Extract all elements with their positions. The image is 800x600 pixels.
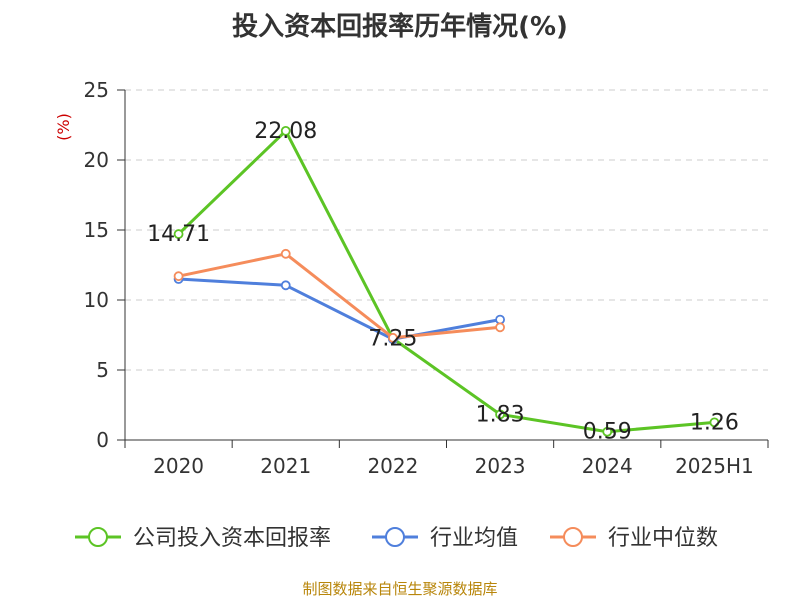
data-label: 1.26 (690, 410, 739, 435)
y-tick-label: 25 (84, 78, 109, 102)
x-tick-label: 2024 (582, 454, 633, 478)
data-point (388, 332, 398, 343)
data-point (709, 417, 720, 428)
source-note: 制图数据来自恒生聚源数据库 (302, 580, 498, 598)
y-tick-label: 15 (84, 218, 109, 242)
legend-marker[interactable] (563, 527, 583, 547)
data-point (495, 409, 505, 420)
axes: 0 5 10 15 20 25 2020 2021 2022 2023 2024 2025H1 (84, 78, 769, 478)
data-point (280, 280, 291, 291)
series-line (177, 129, 715, 434)
data-point (495, 322, 505, 333)
data-label: 14.71 (147, 222, 210, 247)
data-label: 0.59 (583, 420, 632, 445)
data-label: 7.25 (368, 327, 417, 352)
data-point (173, 271, 184, 282)
grid-lines (125, 89, 768, 371)
legend-label[interactable]: 行业中位数 (608, 526, 718, 551)
legend-label[interactable]: 行业均值 (430, 526, 518, 551)
y-tick-label: 20 (84, 148, 109, 172)
x-tick-label: 2023 (475, 454, 526, 478)
y-tick-label: 10 (84, 288, 109, 312)
x-tick-label: 2021 (260, 454, 311, 478)
legend-marker[interactable] (88, 527, 108, 547)
y-axis-label: (%) (54, 113, 73, 141)
data-labels: 14.71 22.08 7.25 1.83 0.59 1.26 (147, 119, 739, 445)
data-point (602, 426, 613, 437)
legend-label[interactable]: 公司投入资本回报率 (133, 526, 331, 551)
data-label: 22.08 (254, 119, 317, 144)
legend-marker[interactable] (385, 527, 405, 547)
series-line (178, 252, 501, 340)
legend[interactable]: 公司投入资本回报率 行业均值 行业中位数 (75, 526, 718, 551)
x-tick-label: 2020 (153, 454, 204, 478)
data-point (280, 248, 291, 259)
y-tick-label: 5 (96, 358, 109, 382)
series-lines (173, 125, 720, 437)
data-point (280, 125, 291, 136)
x-tick-label: 2022 (367, 454, 418, 478)
series-line (178, 277, 501, 341)
y-tick-label: 0 (96, 428, 109, 452)
data-label: 1.83 (476, 402, 525, 427)
chart-title: 投入资本回报率历年情况(%) (232, 12, 568, 42)
data-point (173, 229, 184, 239)
x-tick-label: 2025H1 (675, 454, 754, 478)
